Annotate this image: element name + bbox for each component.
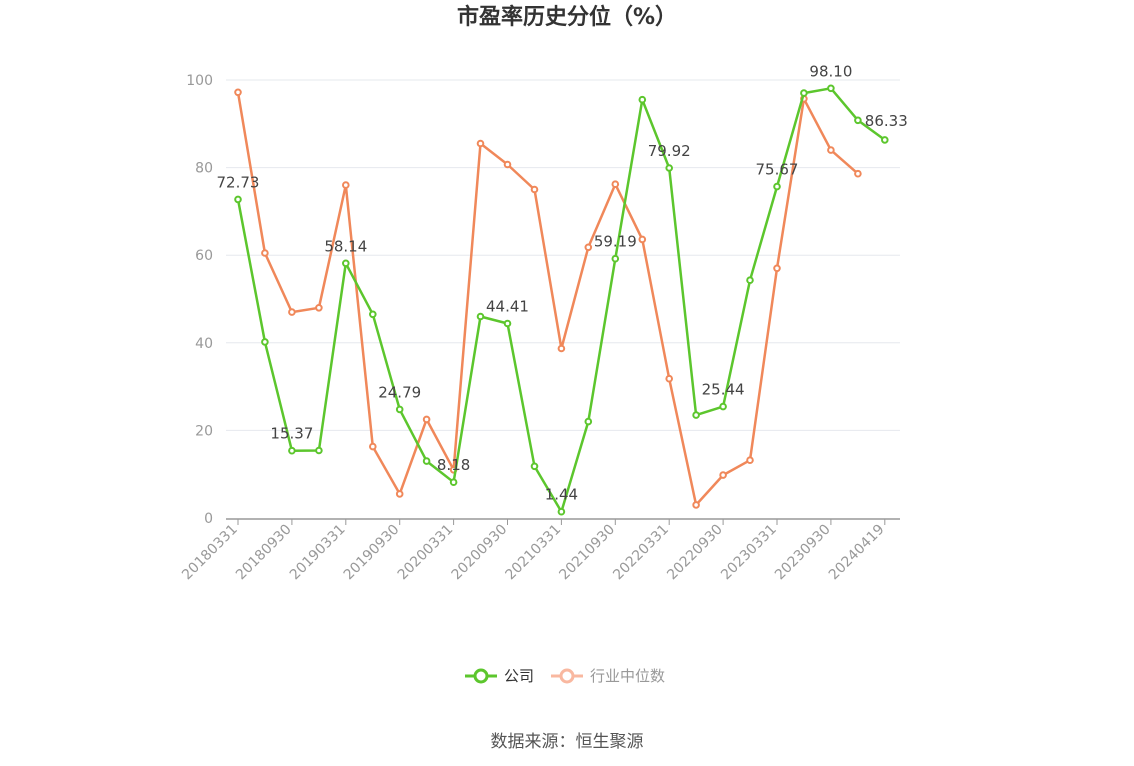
point-company: [234, 195, 242, 204]
point-industry: [476, 139, 485, 148]
point-company: [261, 338, 269, 346]
series-line-company: [236, 87, 886, 513]
point-company: [827, 84, 835, 93]
data-label: 58.14: [324, 237, 367, 255]
point-company: [746, 276, 754, 285]
point-industry: [234, 88, 242, 97]
legend-company-marker-icon: [473, 668, 489, 684]
x-tick-label: 20180930: [233, 522, 295, 584]
point-industry: [342, 181, 350, 189]
data-label: 59.19: [594, 233, 637, 251]
data-label: 98.10: [809, 62, 852, 80]
point-industry: [611, 180, 620, 188]
series-company: [234, 84, 889, 516]
x-tick-label: 20230930: [772, 522, 834, 584]
legend-industry-label: 行业中位数: [590, 667, 665, 685]
point-company: [395, 405, 404, 414]
point-industry: [261, 249, 269, 257]
point-industry: [638, 235, 647, 244]
point-industry: [719, 471, 727, 479]
data-label: 75.67: [756, 161, 799, 179]
legend-item-company[interactable]: 公司: [465, 667, 534, 685]
point-industry: [827, 146, 835, 154]
series-area: [234, 84, 889, 516]
legend: 公司 行业中位数: [465, 667, 665, 685]
legend-company-label: 公司: [504, 667, 534, 685]
data-label: 72.73: [217, 173, 260, 191]
data-label: 1.44: [545, 486, 578, 504]
point-industry: [746, 456, 754, 465]
data-label: 24.79: [378, 383, 421, 401]
x-tick-label: 20200331: [395, 522, 457, 584]
x-tick-label: 20180331: [179, 522, 241, 584]
point-company: [342, 259, 350, 268]
point-company: [773, 182, 781, 191]
point-industry: [503, 160, 512, 169]
series-line-industry: [236, 92, 859, 507]
data-label: 15.37: [270, 425, 313, 443]
point-company: [369, 310, 377, 319]
x-tick-label: 20200930: [449, 522, 511, 584]
x-tick-label: 20190331: [287, 522, 349, 584]
point-industry: [369, 442, 377, 451]
point-industry: [422, 415, 431, 424]
series-industry: [234, 88, 862, 509]
point-company: [422, 457, 431, 465]
point-industry: [315, 304, 323, 312]
x-axis: 2018033120180930201903312019093020200331…: [179, 518, 900, 584]
x-tick-label: 20210930: [556, 522, 618, 584]
point-company: [692, 411, 700, 419]
point-company: [611, 254, 620, 263]
x-tick-label: 20210331: [503, 522, 565, 584]
chart-title: 市盈率历史分位（%）: [457, 4, 677, 30]
point-company: [557, 507, 566, 516]
legend-industry-marker-icon: [559, 668, 575, 684]
point-company: [638, 95, 647, 104]
data-label: 44.41: [486, 297, 529, 315]
point-company: [530, 462, 539, 471]
point-industry: [854, 169, 862, 178]
point-company: [449, 478, 458, 487]
point-company: [476, 312, 485, 321]
point-company: [584, 417, 593, 426]
point-company: [503, 319, 512, 328]
point-industry: [692, 501, 700, 509]
y-tick-label: 20: [195, 423, 213, 439]
x-tick-label: 20220331: [610, 522, 672, 584]
x-tick-label: 20230331: [718, 522, 780, 584]
point-company: [854, 116, 862, 125]
data-label: 79.92: [648, 142, 691, 160]
data-label: 25.44: [702, 381, 745, 399]
point-company: [719, 402, 727, 411]
x-tick-label: 20220930: [664, 522, 726, 584]
y-tick-label: 0: [204, 511, 213, 527]
point-company: [315, 446, 323, 455]
data-label: 86.33: [865, 112, 908, 130]
point-industry: [557, 344, 566, 353]
legend-item-industry[interactable]: 行业中位数: [551, 667, 665, 685]
y-axis: 0 20 40 60 80 100: [186, 73, 213, 527]
y-tick-label: 80: [195, 161, 213, 177]
y-tick-label: 60: [195, 248, 213, 264]
point-industry: [584, 243, 593, 252]
point-company: [881, 136, 889, 144]
x-tick-label: 20190930: [341, 522, 403, 584]
point-industry: [665, 374, 674, 383]
data-labels: 72.73 15.37 58.14 24.79 8.18 44.41 1.44 59.19 79…: [217, 62, 908, 503]
x-tick-label: 20240419: [826, 522, 888, 584]
data-label: 8.18: [437, 456, 470, 474]
point-company: [288, 446, 296, 455]
point-industry: [288, 308, 296, 316]
y-tick-label: 100: [186, 73, 213, 89]
grid-lines: [226, 79, 900, 431]
point-industry: [530, 185, 539, 194]
data-source-note: 数据来源：恒生聚源: [491, 732, 644, 752]
point-industry: [395, 490, 404, 498]
point-industry: [773, 264, 781, 273]
point-company: [665, 164, 674, 172]
y-tick-label: 40: [195, 336, 213, 352]
point-company: [800, 89, 808, 97]
